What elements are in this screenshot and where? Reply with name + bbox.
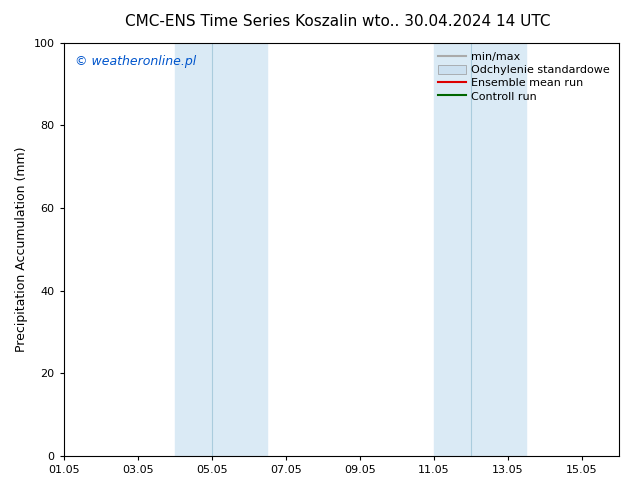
Bar — [434, 43, 526, 456]
Bar — [174, 43, 268, 456]
Text: © weatheronline.pl: © weatheronline.pl — [75, 55, 196, 68]
Legend: min/max, Odchylenie standardowe, Ensemble mean run, Controll run: min/max, Odchylenie standardowe, Ensembl… — [435, 48, 614, 105]
Text: wto.. 30.04.2024 14 UTC: wto.. 30.04.2024 14 UTC — [362, 14, 551, 29]
Y-axis label: Precipitation Accumulation (mm): Precipitation Accumulation (mm) — [15, 147, 28, 352]
Text: CMC-ENS Time Series Koszalin: CMC-ENS Time Series Koszalin — [125, 14, 357, 29]
